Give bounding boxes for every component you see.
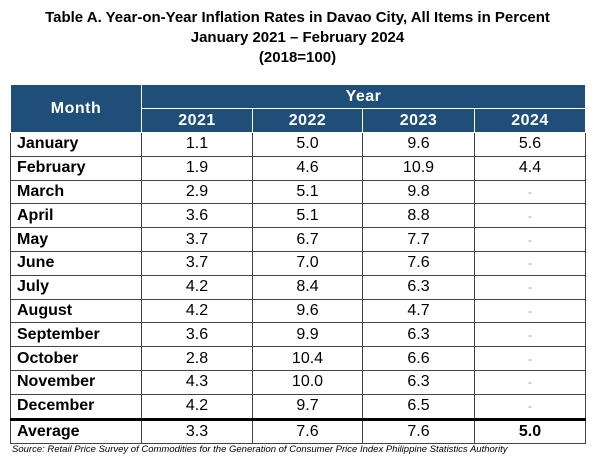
cell-value: - [474, 322, 586, 348]
cell-value: 10.9 [362, 155, 475, 181]
cell-value: 3.7 [141, 227, 253, 252]
cell-value: 5.0 [252, 132, 363, 157]
month-row: January 1.1 5.0 9.6 5.6 [10, 132, 586, 157]
cell-value: 4.2 [141, 298, 253, 324]
month-row: November 4.3 10.0 6.3- [10, 369, 586, 395]
cell-value: 7.7 [362, 227, 475, 252]
cell-value: 4.3 [141, 369, 253, 395]
inflation-table: Month Year 2021 2022 2023 2024 January 1.1 5.… [10, 84, 586, 445]
month-label: November [10, 369, 142, 395]
cell-value: 6.7 [252, 227, 363, 252]
cell-value: - [474, 298, 586, 324]
cell-value: 10.0 [252, 369, 363, 395]
month-label: October [10, 346, 142, 371]
cell-value: 6.5 [362, 393, 475, 420]
cell-value: - [474, 369, 586, 395]
month-row: October 2.8 10.4 6.6- [10, 346, 586, 371]
cell-value: 3.6 [141, 322, 253, 348]
cell-value: 9.6 [252, 298, 363, 324]
year-label: 2022 [252, 108, 363, 133]
cell-value: 8.4 [252, 274, 363, 300]
cell-value: 9.7 [252, 393, 363, 420]
cell-value: 7.0 [252, 250, 363, 276]
cell-value: 4.2 [141, 393, 253, 420]
cell-value: 3.3 [141, 417, 253, 445]
month-row: April 3.6 5.1 8.8- [10, 203, 586, 229]
month-label: May [10, 227, 142, 252]
cell-value: - [474, 393, 586, 420]
cell-value: 1.1 [141, 132, 253, 157]
source: Source: Retail Price Survey of Commoditi… [12, 444, 508, 455]
month-row: September 3.6 9.9 6.3- [10, 322, 586, 348]
year-label: 2021 [141, 108, 253, 133]
cell-value: 5.0 [474, 417, 586, 445]
year-label: 2023 [362, 108, 475, 133]
cell-value: 5.6 [474, 132, 586, 157]
year-header: Year [141, 84, 586, 109]
cell-value: 8.8 [362, 203, 475, 229]
cell-value: 5.1 [252, 179, 363, 205]
month-header: Month [10, 84, 142, 133]
month-row: March 2.9 5.1 9.8- [10, 179, 586, 205]
cell-value: 7.6 [362, 417, 475, 445]
month-row: June 3.7 7.0 7.6- [10, 250, 586, 276]
cell-value: 2.9 [141, 179, 253, 205]
month-label: Average [10, 417, 142, 445]
month-label: August [10, 298, 142, 324]
title-line: January 2021 – February 2024 [190, 29, 405, 46]
month-row: May 3.7 6.7 7.7- [10, 227, 586, 252]
cell-value: - [474, 250, 586, 276]
month-label: June [10, 250, 142, 276]
cell-value: 6.3 [362, 369, 475, 395]
year-label: 2024 [474, 108, 586, 133]
month-label: March [10, 179, 142, 205]
cell-value: 7.6 [362, 250, 475, 276]
cell-value: 3.6 [141, 203, 253, 229]
cell-value: 10.4 [252, 346, 363, 371]
cell-value: 1.9 [141, 155, 253, 181]
title-line: Table A. Year-on-Year Inflation Rates in… [45, 9, 550, 26]
cell-value: 9.6 [362, 132, 475, 157]
cell-value: 7.6 [252, 417, 363, 445]
month-label: July [10, 274, 142, 300]
cell-value: 6.3 [362, 322, 475, 348]
cell-value: 3.7 [141, 250, 253, 276]
cell-value: 2.8 [141, 346, 253, 371]
month-label: April [10, 203, 142, 229]
cell-value: 4.4 [474, 155, 586, 181]
cell-value: - [474, 203, 586, 229]
title: Table A. Year-on-Year Inflation Rates in… [0, 8, 595, 68]
cell-value: 6.3 [362, 274, 475, 300]
title-line: (2018=100) [258, 49, 337, 66]
month-row: August 4.2 9.6 4.7- [10, 298, 586, 324]
month-label: September [10, 322, 142, 348]
cell-value: - [474, 346, 586, 371]
month-row: February 1.9 4.6 10.9 4.4 [10, 155, 586, 181]
cell-value: - [474, 179, 586, 205]
month-row: December 4.2 9.7 6.5- [10, 393, 586, 420]
month-label: December [10, 393, 142, 420]
cell-value: 4.2 [141, 274, 253, 300]
cell-value: 5.1 [252, 203, 363, 229]
cell-value: 9.9 [252, 322, 363, 348]
cell-value: 4.7 [362, 298, 475, 324]
cell-value: 9.8 [362, 179, 475, 205]
month-row: July 4.2 8.4 6.3- [10, 274, 586, 300]
cell-value: - [474, 227, 586, 252]
month-label: January [10, 132, 142, 157]
cell-value: 6.6 [362, 346, 475, 371]
cell-value: 4.6 [252, 155, 363, 181]
month-label: February [10, 155, 142, 181]
cell-value: - [474, 274, 586, 300]
average-row: Average 3.3 7.6 7.6 5.0 [10, 417, 586, 445]
